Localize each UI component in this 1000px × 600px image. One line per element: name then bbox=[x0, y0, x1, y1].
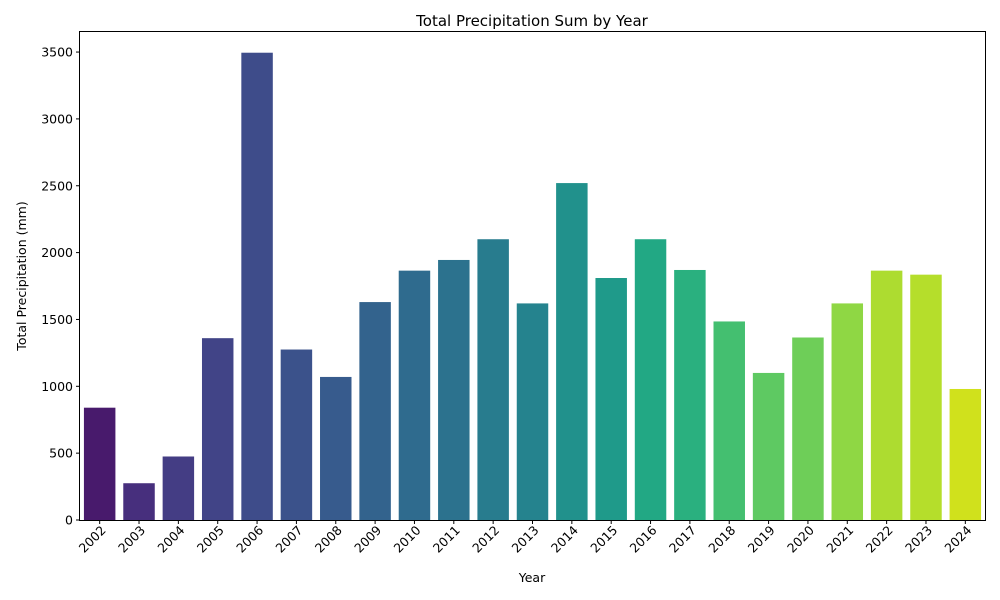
bar-2018 bbox=[713, 321, 745, 520]
x-tick-label: 2002 bbox=[76, 523, 109, 556]
x-tick-label: 2015 bbox=[587, 523, 620, 556]
x-tick-label: 2011 bbox=[430, 523, 463, 556]
x-tick-label: 2006 bbox=[233, 522, 266, 555]
bar-2007 bbox=[280, 349, 313, 520]
x-tick-label: 2018 bbox=[705, 522, 738, 555]
bar-2008 bbox=[320, 376, 352, 520]
bar-2002 bbox=[83, 407, 116, 520]
bar-2024 bbox=[949, 388, 982, 520]
bar-group bbox=[83, 52, 982, 521]
bar-2013 bbox=[516, 303, 549, 520]
bar-2015 bbox=[595, 278, 627, 520]
y-tick-label: 1500 bbox=[41, 312, 73, 327]
plot-frame bbox=[79, 31, 986, 521]
y-tick-label: 500 bbox=[49, 446, 73, 461]
x-tick-label: 2016 bbox=[627, 522, 660, 555]
x-tick-label: 2022 bbox=[863, 523, 896, 556]
x-tick-label: 2010 bbox=[390, 522, 423, 555]
y-tick-label: 3500 bbox=[41, 45, 73, 60]
x-tick-label: 2005 bbox=[194, 523, 227, 556]
bar-2014 bbox=[556, 183, 588, 520]
x-tick-label: 2009 bbox=[351, 522, 384, 555]
bar-2023 bbox=[910, 274, 942, 520]
bar-2003 bbox=[123, 483, 155, 520]
x-tick-label: 2007 bbox=[272, 523, 305, 556]
bar-2021 bbox=[831, 303, 864, 520]
y-tick-label: 2500 bbox=[41, 178, 73, 193]
bar-2020 bbox=[792, 337, 824, 520]
bar-2010 bbox=[398, 270, 431, 520]
bar-2006 bbox=[241, 52, 273, 520]
bar-2004 bbox=[162, 456, 195, 520]
bar-2011 bbox=[438, 259, 470, 520]
x-tick-label: 2021 bbox=[823, 523, 856, 556]
x-tick-label: 2003 bbox=[115, 523, 148, 556]
x-tick-label: 2024 bbox=[941, 522, 974, 555]
x-tick-label: 2020 bbox=[784, 522, 817, 555]
y-tick-label: 2000 bbox=[41, 245, 73, 260]
bar-2012 bbox=[477, 239, 509, 521]
x-tick-label: 2008 bbox=[312, 522, 345, 555]
y-tick-label: 0 bbox=[65, 513, 73, 528]
x-tick-label: 2012 bbox=[469, 523, 502, 556]
x-tick-label: 2017 bbox=[666, 523, 699, 556]
y-tick-label: 3000 bbox=[41, 111, 73, 126]
y-axis-title: Total Precipitation (mm) bbox=[14, 201, 29, 351]
bar-2022 bbox=[870, 270, 903, 520]
chart-title: Total Precipitation Sum by Year bbox=[415, 12, 648, 30]
bar-2005 bbox=[201, 338, 234, 520]
bar-2009 bbox=[359, 302, 391, 520]
x-tick-label: 2013 bbox=[509, 523, 542, 556]
bar-2019 bbox=[752, 372, 785, 520]
bar-2017 bbox=[674, 269, 706, 520]
x-axis-title: Year bbox=[518, 570, 546, 585]
x-tick-label: 2014 bbox=[548, 522, 581, 555]
x-tick-label: 2019 bbox=[745, 522, 778, 555]
y-axis: 0 500 1000 1500 2000 2500 3000 3500 bbox=[41, 45, 80, 528]
x-tick-label: 2004 bbox=[154, 522, 187, 555]
bar-2016 bbox=[634, 239, 667, 521]
x-axis: 2002 2003 2004 2005 2006 2007 2008 2009 2010 2011… bbox=[76, 520, 974, 556]
x-tick-label: 2023 bbox=[902, 523, 935, 556]
y-tick-label: 1000 bbox=[41, 379, 73, 394]
